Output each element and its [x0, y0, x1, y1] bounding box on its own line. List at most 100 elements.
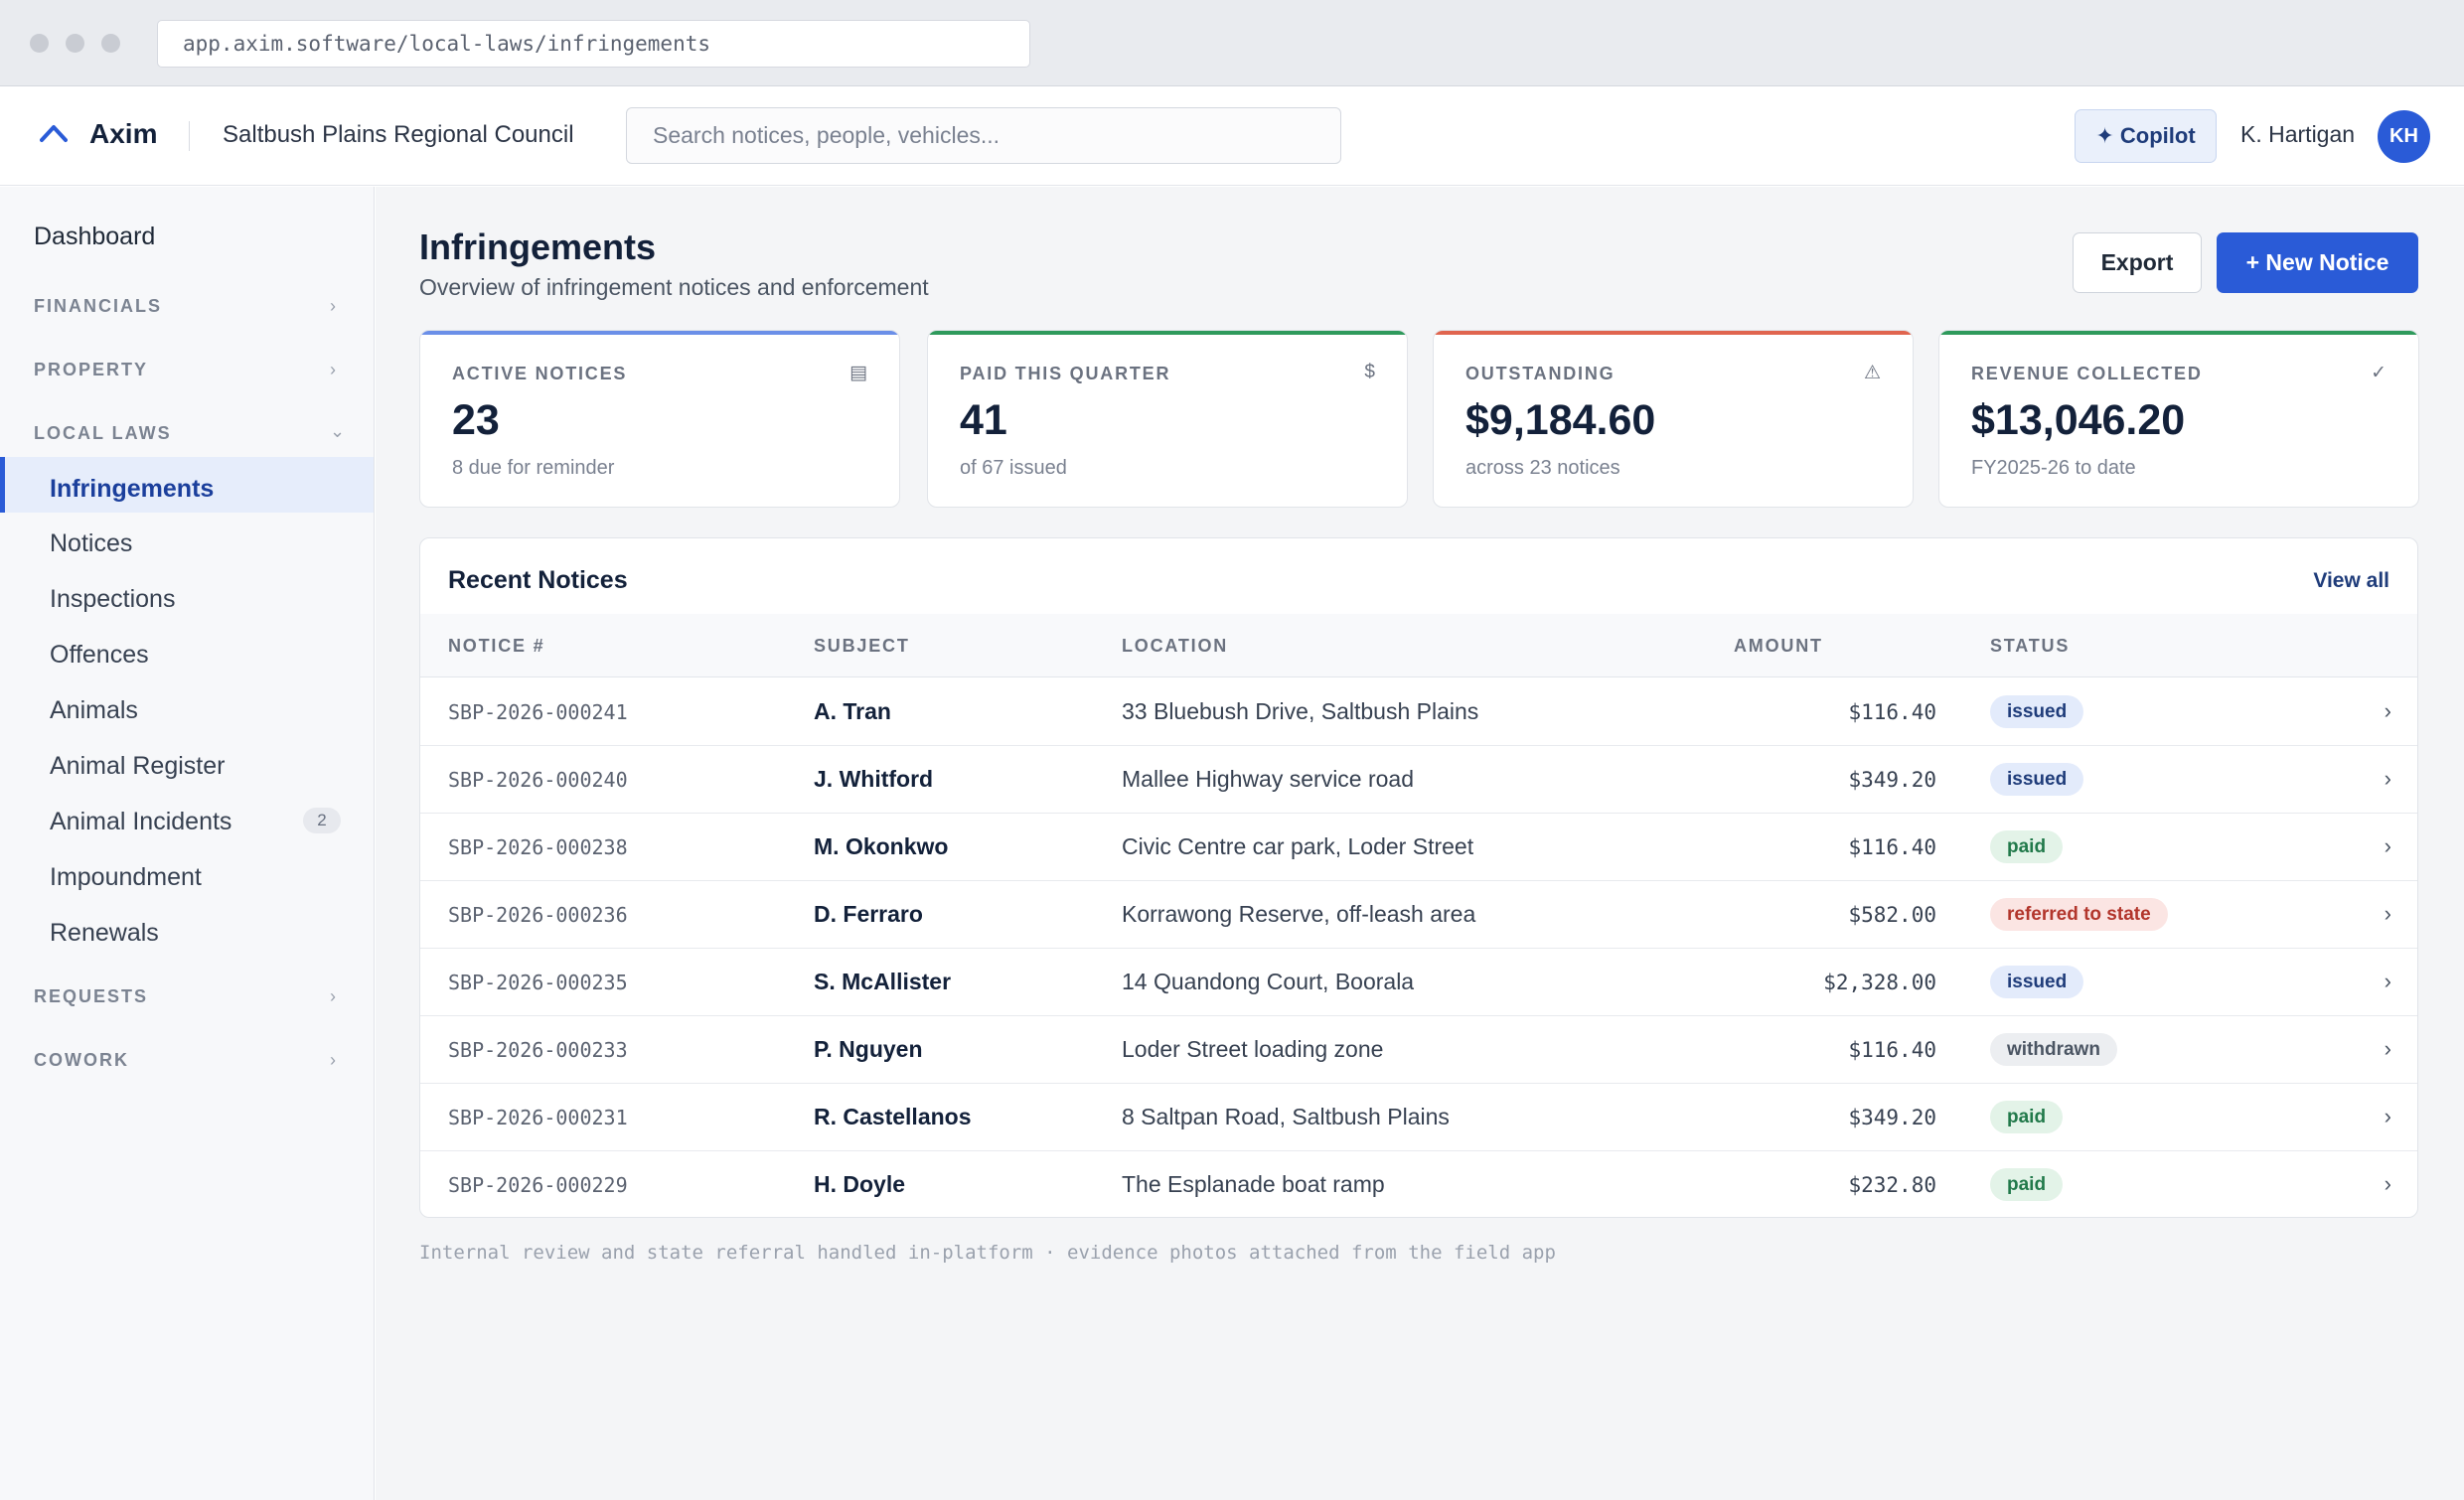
notice-number[interactable]: SBP-2026-000233 — [448, 1038, 628, 1062]
notice-number[interactable]: SBP-2026-000240 — [448, 768, 628, 792]
sidebar-item-offences[interactable]: Offences — [50, 641, 149, 669]
amount: $116.40 — [1848, 700, 1936, 724]
table-header: NOTICE # SUBJECT LOCATION AMOUNT STATUS — [420, 614, 2417, 677]
card-value: $9,184.60 — [1465, 396, 1656, 444]
sidebar-item-inspections[interactable]: Inspections — [50, 585, 176, 613]
window-maximize-dot[interactable] — [101, 34, 120, 53]
sidebar-item-animal-register[interactable]: Animal Register — [50, 752, 226, 780]
table-row[interactable]: SBP-2026-000231 R. Castellanos 8 Saltpan R… — [420, 1084, 2417, 1151]
status-badge: paid — [1990, 1168, 2064, 1201]
window-close-dot[interactable] — [30, 34, 49, 53]
brand-divider — [189, 121, 190, 151]
export-button[interactable]: Export — [2073, 232, 2202, 293]
location: Korrawong Reserve, off-leash area — [1122, 901, 1476, 927]
organisation-name: Saltbush Plains Regional Council — [223, 121, 574, 148]
page-title: Infringements — [419, 226, 657, 267]
notice-number[interactable]: SBP-2026-000236 — [448, 903, 628, 927]
stat-card-paid-this-quarter[interactable]: PAID THIS QUARTER $ 41 of 67 issued — [927, 330, 1408, 508]
card-subtext: FY2025-26 to date — [1971, 457, 2136, 479]
table-row[interactable]: SBP-2026-000241 A. Tran 33 Bluebush Drive,… — [420, 678, 2417, 746]
card-subtext: 8 due for reminder — [452, 457, 615, 479]
sidebar-group-local-laws[interactable]: LOCAL LAWS — [34, 423, 172, 443]
stat-card-revenue-collected[interactable]: REVENUE COLLECTED ✓ $13,046.20 FY2025-26… — [1938, 330, 2419, 508]
chevron-right-icon[interactable]: › — [2384, 766, 2391, 791]
notice-number[interactable]: SBP-2026-000238 — [448, 835, 628, 859]
chevron-right-icon[interactable]: › — [330, 360, 336, 379]
view-all-link[interactable]: View all — [2313, 569, 2389, 592]
stat-card-active-notices[interactable]: ACTIVE NOTICES ▤ 23 8 due for reminder — [419, 330, 900, 508]
subject-name: P. Nguyen — [814, 1036, 923, 1062]
brand-name[interactable]: Axim — [89, 118, 158, 149]
amount: $116.40 — [1848, 1038, 1936, 1062]
chevron-down-icon[interactable]: ⌄ — [330, 421, 346, 441]
user-name[interactable]: K. Hartigan — [2240, 121, 2356, 147]
search-input[interactable]: Search notices, people, vehicles... — [626, 107, 1341, 164]
sidebar-group-cowork[interactable]: COWORK — [34, 1050, 129, 1070]
sidebar-item-animals[interactable]: Animals — [50, 696, 138, 724]
sidebar-item-dashboard[interactable]: Dashboard — [34, 223, 156, 250]
chevron-right-icon[interactable]: › — [2384, 901, 2391, 926]
chevron-right-icon[interactable]: › — [330, 1050, 336, 1070]
sidebar-group-financials[interactable]: FINANCIALS — [34, 296, 162, 316]
card-subtext: across 23 notices — [1465, 457, 1620, 479]
chevron-right-icon[interactable]: › — [2384, 1036, 2391, 1061]
table-row[interactable]: SBP-2026-000229 H. Doyle The Esplanade boa… — [420, 1151, 2417, 1217]
card-accent-bar — [420, 331, 899, 335]
chevron-right-icon[interactable]: › — [2384, 698, 2391, 723]
sidebar-item-animal-incidents[interactable]: Animal Incidents — [50, 808, 232, 835]
subject-name: H. Doyle — [814, 1171, 906, 1197]
table-row[interactable]: SBP-2026-000236 D. Ferraro Korrawong Reser… — [420, 881, 2417, 949]
card-value: $13,046.20 — [1971, 396, 2186, 444]
column-header-subject[interactable]: SUBJECT — [814, 636, 910, 656]
table-row[interactable]: SBP-2026-000235 S. McAllister 14 Quandong … — [420, 949, 2417, 1016]
copilot-button[interactable]: ✦ Copilot — [2075, 109, 2217, 163]
amount: $349.20 — [1848, 768, 1936, 792]
status-badge: issued — [1990, 763, 2084, 796]
location: 14 Quandong Court, Boorala — [1122, 969, 1415, 994]
stat-card-outstanding[interactable]: OUTSTANDING ⚠ $9,184.60 across 23 notice… — [1433, 330, 1914, 508]
chevron-right-icon[interactable]: › — [2384, 969, 2391, 993]
browser-chrome: app.axim.software/local-laws/infringemen… — [0, 0, 2464, 86]
sidebar-group-property[interactable]: PROPERTY — [34, 360, 149, 379]
table-row[interactable]: SBP-2026-000240 J. Whitford Mallee Highway… — [420, 746, 2417, 814]
sidebar-item-infringements[interactable] — [0, 457, 374, 513]
table-row[interactable]: SBP-2026-000238 M. Okonkwo Civic Centre ca… — [420, 814, 2417, 881]
column-header-location[interactable]: LOCATION — [1122, 636, 1229, 656]
avatar[interactable]: KH — [2378, 110, 2430, 163]
location: Mallee Highway service road — [1122, 766, 1415, 792]
card-accent-bar — [928, 331, 1407, 335]
sidebar-item-notices[interactable]: Notices — [50, 529, 133, 557]
status-badge: issued — [1990, 966, 2084, 998]
chevron-right-icon[interactable]: › — [2384, 1104, 2391, 1128]
amount: $582.00 — [1848, 903, 1936, 927]
amount: $116.40 — [1848, 835, 1936, 859]
sidebar-item-renewals[interactable]: Renewals — [50, 919, 159, 947]
notice-number[interactable]: SBP-2026-000241 — [448, 700, 628, 724]
card-label: REVENUE COLLECTED — [1971, 364, 2203, 383]
app-header: Axim Saltbush Plains Regional Council Se… — [0, 87, 2464, 186]
sidebar-group-requests[interactable]: REQUESTS — [34, 986, 149, 1006]
sidebar-item-impoundment[interactable]: Impoundment — [50, 863, 202, 891]
column-header-amount[interactable]: AMOUNT — [1734, 636, 1823, 656]
card-value: 23 — [452, 396, 500, 444]
new-notice-button[interactable]: + New Notice — [2217, 232, 2418, 293]
subject-name: J. Whitford — [814, 766, 934, 792]
chevron-right-icon[interactable]: › — [2384, 1171, 2391, 1196]
sidebar-item-label[interactable]: Infringements — [50, 475, 215, 503]
notice-number[interactable]: SBP-2026-000229 — [448, 1173, 628, 1197]
chevron-right-icon[interactable]: › — [2384, 833, 2391, 858]
address-bar[interactable]: app.axim.software/local-laws/infringemen… — [157, 20, 1030, 68]
subject-name: S. McAllister — [814, 969, 952, 994]
amount: $349.20 — [1848, 1106, 1936, 1129]
window-minimize-dot[interactable] — [66, 34, 84, 53]
notice-number[interactable]: SBP-2026-000235 — [448, 971, 628, 994]
warning-icon: ⚠ — [1863, 363, 1881, 383]
chevron-right-icon[interactable]: › — [330, 296, 336, 316]
chevron-right-icon[interactable]: › — [330, 986, 336, 1006]
status-badge: issued — [1990, 695, 2084, 728]
location: Civic Centre car park, Loder Street — [1122, 833, 1474, 859]
column-header-notice[interactable]: NOTICE # — [448, 636, 545, 656]
column-header-status[interactable]: STATUS — [1990, 636, 2071, 656]
table-row[interactable]: SBP-2026-000233 P. Nguyen Loder Street loa… — [420, 1016, 2417, 1084]
notice-number[interactable]: SBP-2026-000231 — [448, 1106, 628, 1129]
